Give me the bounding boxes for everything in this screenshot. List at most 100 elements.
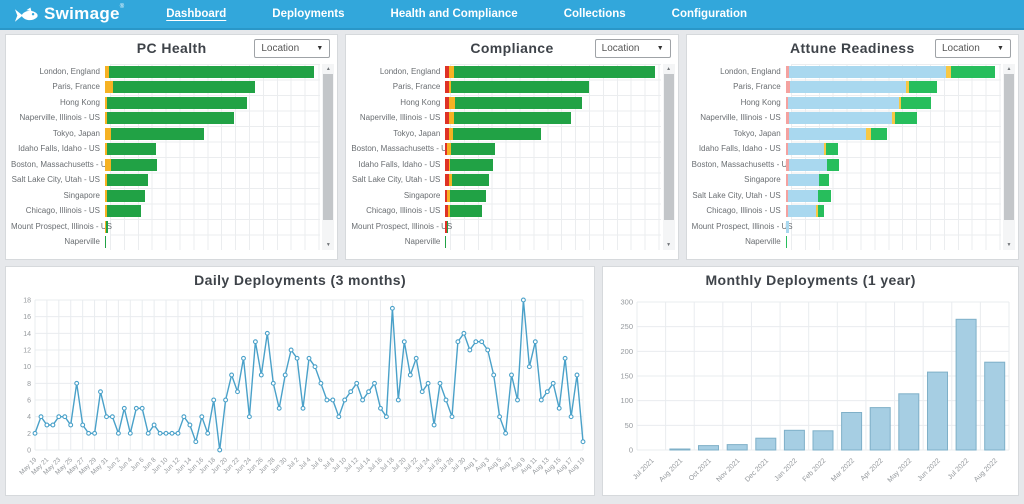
bar-segment-red xyxy=(445,189,447,202)
scroll-up-icon[interactable]: ▲ xyxy=(1006,66,1012,72)
stacked-bar xyxy=(445,174,660,187)
bar-segment-green xyxy=(107,112,235,125)
category-label: London, England xyxy=(720,66,781,76)
nav-tab-deployments[interactable]: Deployments xyxy=(272,8,345,20)
bar-segment-green xyxy=(454,112,571,125)
bar-segment-amber xyxy=(448,112,455,125)
bar-segment-yellow xyxy=(866,127,871,140)
bar-row: Boston, Massachusetts - US xyxy=(11,157,320,173)
bar-segment-green xyxy=(111,127,205,140)
scroll-up-icon[interactable]: ▲ xyxy=(325,66,331,72)
category-label: Singapore xyxy=(63,190,100,200)
bar-row: Tokyo, Japan xyxy=(351,126,660,142)
bar-segment-amber xyxy=(447,205,451,218)
bar-row: Naperville xyxy=(351,235,660,251)
bar-segment-green xyxy=(450,189,486,202)
bar-segment-green xyxy=(105,236,107,249)
scrollbar-thumb[interactable] xyxy=(1003,74,1014,221)
scroll-up-icon[interactable]: ▲ xyxy=(666,66,672,72)
svg-text:50: 50 xyxy=(624,421,632,430)
bar-segment-green xyxy=(451,81,590,94)
top-panels-row: PC Health Location ▼ London, England Pari… xyxy=(0,30,1024,260)
pc-health-bars: London, England Paris, France Hong Kong Nap… xyxy=(11,64,320,250)
bar-segment-salmon xyxy=(785,65,789,78)
stacked-bar xyxy=(445,65,660,78)
stacked-bar xyxy=(785,81,1001,94)
bar-segment-green xyxy=(109,65,314,78)
stacked-bar xyxy=(445,96,660,109)
stacked-bar xyxy=(445,81,660,94)
bar-row: Hong Kong xyxy=(692,95,1001,111)
brand-logo[interactable]: Swimage ® xyxy=(14,4,124,24)
svg-text:May 2022: May 2022 xyxy=(886,457,913,484)
scroll-down-icon[interactable]: ▼ xyxy=(1006,242,1012,248)
scroll-down-icon[interactable]: ▼ xyxy=(666,242,672,248)
bar-segment-green xyxy=(112,81,255,94)
svg-text:Aug 2021: Aug 2021 xyxy=(658,457,684,483)
bar-segment-green xyxy=(107,174,149,187)
bar-segment-green xyxy=(450,143,496,156)
bar-segment-red xyxy=(445,205,448,218)
svg-text:Jul 2021: Jul 2021 xyxy=(632,457,656,481)
category-label: Chicago, Illinois - US xyxy=(706,206,781,216)
bar-segment-yellow xyxy=(816,205,819,218)
bar-row: Hong Kong xyxy=(351,95,660,111)
bar-segment-yellow xyxy=(899,96,902,109)
scrollbar-track[interactable] xyxy=(663,74,675,240)
nav-tab-health-and-compliance[interactable]: Health and Compliance xyxy=(390,8,518,20)
scrollbar-track[interactable] xyxy=(1003,74,1015,240)
scrollbar-thumb[interactable] xyxy=(663,74,674,221)
bottom-panels-row: Daily Deployments (3 months) 0 2 4 6 8 10 12 14… xyxy=(0,260,1024,496)
brand-name: Swimage xyxy=(44,4,120,23)
svg-text:Jul 6: Jul 6 xyxy=(310,456,325,471)
stacked-bar xyxy=(785,96,1001,109)
scroll-down-icon[interactable]: ▼ xyxy=(325,242,331,248)
vertical-scrollbar[interactable]: ▲ ▼ xyxy=(322,64,335,250)
bar-row: Mount Prospect, Illinois - US xyxy=(11,219,320,235)
bar-row: Salt Lake City, Utah - US xyxy=(351,173,660,189)
category-label: Mount Prospect, Illinois - US xyxy=(11,221,112,231)
svg-text:150: 150 xyxy=(620,372,633,381)
category-label: Naperville xyxy=(745,237,781,247)
svg-text:Nov 2021: Nov 2021 xyxy=(715,457,741,483)
bar-segment-green xyxy=(106,189,146,202)
bar-segment-red xyxy=(445,220,447,233)
bar-segment-amber xyxy=(105,189,107,202)
svg-text:250: 250 xyxy=(620,322,633,331)
registered-mark: ® xyxy=(119,4,125,10)
nav-tab-configuration[interactable]: Configuration xyxy=(671,8,748,20)
category-label: London, England xyxy=(39,66,101,76)
category-label: Hong Kong xyxy=(59,97,100,107)
svg-text:Apr 2022: Apr 2022 xyxy=(859,457,884,482)
compliance-location-dropdown[interactable]: Location ▼ xyxy=(594,39,671,58)
daily-deployments-title: Daily Deployments (3 months) xyxy=(194,272,407,288)
bar-segment-amber xyxy=(448,174,453,187)
nav-tab-dashboard[interactable]: Dashboard xyxy=(166,8,227,20)
scrollbar-thumb[interactable] xyxy=(323,74,334,221)
pc-health-location-dropdown[interactable]: Location ▼ xyxy=(254,39,331,58)
vertical-scrollbar[interactable]: ▲ ▼ xyxy=(1002,64,1015,250)
stacked-bar xyxy=(105,143,320,156)
svg-text:16: 16 xyxy=(23,314,31,321)
nav-tab-collections[interactable]: Collections xyxy=(563,8,626,20)
bar-row: Singapore xyxy=(11,188,320,204)
category-label: Tokyo, Japan xyxy=(52,128,100,138)
bar-row: London, England xyxy=(351,64,660,80)
monthly-deployments-bar-chart: 0 50 100 150 200 250 300 Jul 2021 Aug 2021 Oct 20… xyxy=(620,298,1010,484)
vertical-scrollbar[interactable]: ▲ ▼ xyxy=(662,64,675,250)
stacked-bar xyxy=(445,189,660,202)
attune-location-dropdown[interactable]: Location ▼ xyxy=(934,39,1011,58)
chart-grid xyxy=(110,64,321,250)
category-label: Naperville, Illinois - US xyxy=(700,113,781,123)
svg-text:0: 0 xyxy=(628,446,632,455)
bar-row: Mount Prospect, Illinois - US xyxy=(692,219,1001,235)
scrollbar-track[interactable] xyxy=(322,74,334,240)
category-label: Boston, Massachusetts - US xyxy=(351,144,453,154)
stacked-bar xyxy=(445,112,660,125)
bar-segment-green_bright xyxy=(818,189,832,202)
bar-segment-amber xyxy=(448,65,455,78)
daily-deployments-panel: Daily Deployments (3 months) 0 2 4 6 8 10 12 14… xyxy=(5,266,596,496)
svg-text:Jun 2022: Jun 2022 xyxy=(916,457,941,482)
stacked-bar xyxy=(785,143,1001,156)
attune-readiness-chart: London, England Paris, France Hong Kong Nap… xyxy=(692,62,1015,254)
